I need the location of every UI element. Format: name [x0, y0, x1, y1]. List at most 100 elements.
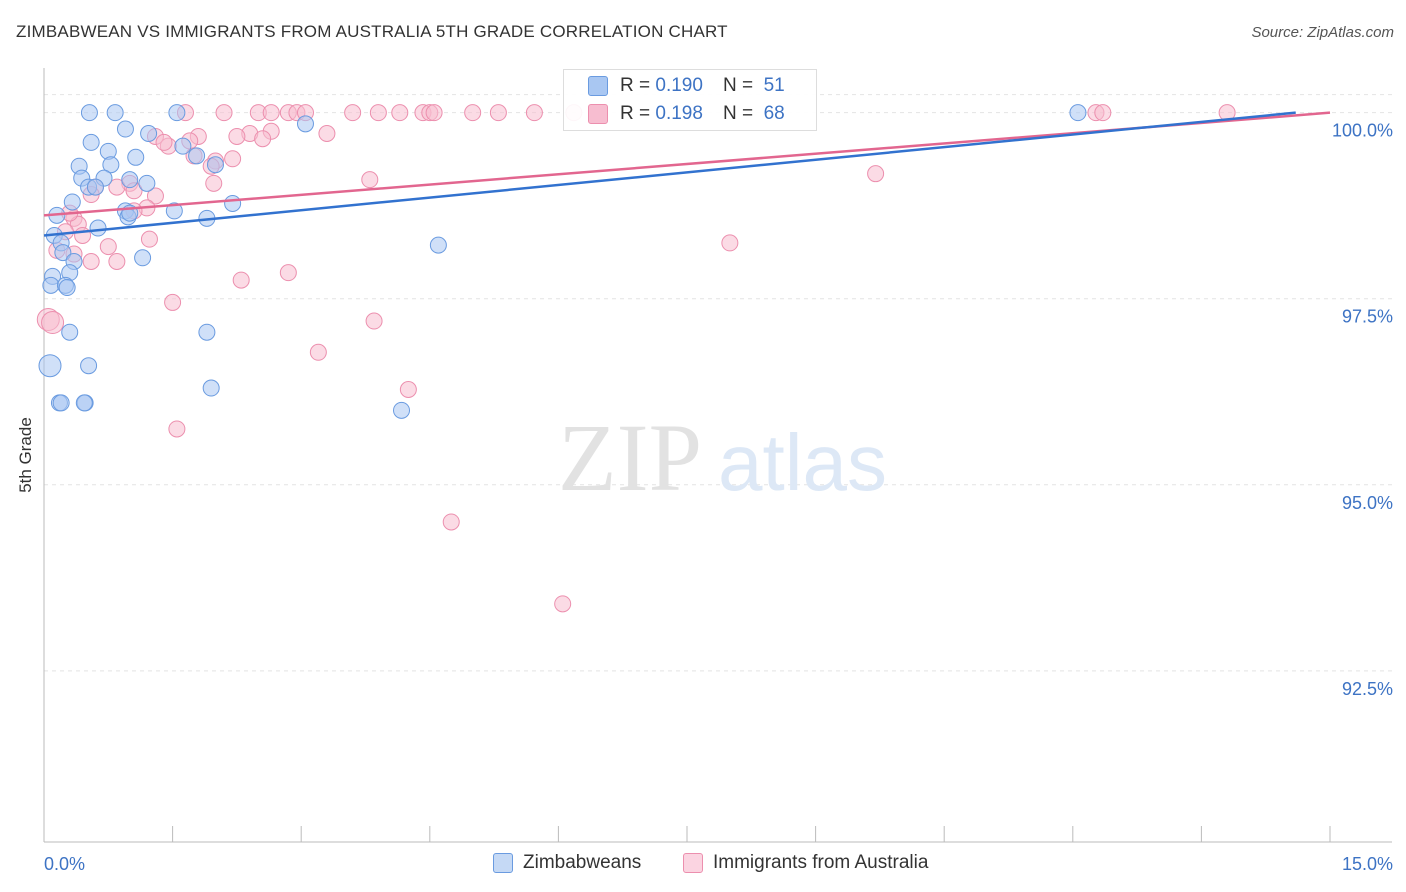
point-immigrants-australia	[232, 271, 250, 289]
legend-swatch-zimbabweans	[588, 76, 608, 96]
source-label: Source: ZipAtlas.com	[1251, 24, 1394, 41]
point-immigrants-australia	[108, 253, 126, 270]
tick-labels: 100.0% 97.5% 95.0% 92.5% 0.0% 15.0%	[44, 121, 1393, 874]
x-tick-label: 0.0%	[44, 854, 85, 874]
legend-r-label: R =	[620, 75, 651, 96]
point-immigrants-australia	[108, 178, 126, 196]
point-immigrants-australia	[464, 104, 482, 122]
point-immigrants-australia	[228, 127, 246, 145]
point-immigrants-australia	[224, 150, 242, 168]
point-zimbabweans	[89, 219, 107, 237]
watermark-atlas: atlas	[718, 418, 887, 507]
bottom-legend-zimbabweans: Zimbabweans	[493, 852, 641, 874]
legend-r-label: R =	[620, 103, 651, 124]
point-immigrants-australia	[318, 124, 336, 142]
point-immigrants-australia	[309, 343, 327, 361]
bottom-legend-label: Zimbabweans	[523, 852, 642, 873]
point-zimbabweans	[116, 120, 134, 138]
point-zimbabweans	[58, 279, 76, 297]
point-immigrants-australia	[525, 104, 543, 122]
legend-r-value: 0.198	[655, 103, 703, 124]
x-tick-label: 15.0%	[1342, 854, 1393, 874]
point-immigrants-australia	[168, 420, 186, 438]
correlation-legend: R = 0.190 N = 51 R = 0.198 N = 68	[563, 69, 817, 131]
point-zimbabweans	[296, 115, 314, 133]
point-zimbabweans	[1069, 104, 1087, 122]
point-zimbabweans	[393, 401, 411, 419]
point-zimbabweans	[429, 236, 447, 254]
y-tick-label: 97.5%	[1342, 307, 1393, 327]
point-zimbabweans	[63, 193, 81, 211]
point-immigrants-australia	[391, 104, 409, 122]
point-immigrants-australia	[442, 513, 460, 531]
point-zimbabweans	[80, 104, 98, 122]
y-tick-label: 100.0%	[1332, 121, 1393, 141]
legend-n-value: 68	[763, 103, 785, 124]
point-immigrants-australia	[74, 226, 92, 244]
trend-lines	[43, 111, 1331, 237]
point-zimbabweans	[206, 156, 224, 174]
legend-swatch-immigrants-australia	[588, 104, 608, 124]
legend-n-value: 51	[763, 75, 785, 96]
point-zimbabweans	[168, 104, 186, 122]
point-immigrants-australia	[399, 381, 417, 399]
point-zimbabweans	[134, 249, 152, 267]
point-zimbabweans	[127, 148, 145, 166]
bottom-legend-swatch-immigrants-australia	[683, 853, 703, 873]
point-zimbabweans	[138, 174, 156, 192]
watermark-zip: ZIP	[558, 404, 702, 511]
point-immigrants-australia	[254, 130, 272, 148]
point-zimbabweans	[174, 137, 192, 155]
point-zimbabweans	[198, 323, 216, 341]
point-zimbabweans	[121, 171, 139, 189]
point-zimbabweans	[38, 354, 62, 378]
point-immigrants-australia	[41, 311, 65, 335]
watermark: ZIP atlas	[558, 404, 887, 511]
point-zimbabweans	[82, 133, 100, 151]
point-immigrants-australia	[164, 293, 182, 311]
bottom-legend-label: Immigrants from Australia	[713, 852, 929, 873]
point-immigrants-australia	[205, 174, 223, 192]
point-immigrants-australia	[146, 187, 164, 205]
point-immigrants-australia	[262, 104, 280, 122]
point-immigrants-australia	[344, 104, 362, 122]
point-immigrants-australia	[82, 253, 100, 270]
point-immigrants-australia	[489, 104, 507, 122]
point-immigrants-australia	[721, 234, 739, 252]
series-zimbabweans-points	[38, 104, 1087, 419]
bottom-legend-swatch-zimbabweans	[493, 853, 513, 873]
point-immigrants-australia	[140, 230, 158, 248]
point-zimbabweans	[140, 124, 158, 142]
point-zimbabweans	[224, 194, 242, 212]
point-zimbabweans	[42, 276, 60, 294]
point-zimbabweans	[80, 357, 98, 375]
bottom-legend: Zimbabweans Immigrants from Australia	[0, 852, 1406, 876]
point-zimbabweans	[188, 147, 206, 165]
point-immigrants-australia	[867, 165, 885, 183]
point-immigrants-australia	[99, 238, 117, 256]
point-zimbabweans	[165, 202, 183, 220]
legend-n-label: N =	[722, 103, 754, 124]
point-immigrants-australia	[1094, 104, 1112, 122]
legend-row-zimbabweans: R = 0.190 N = 51	[588, 75, 785, 97]
point-zimbabweans	[86, 178, 104, 196]
y-tick-label: 92.5%	[1342, 679, 1393, 699]
legend-n-label: N =	[722, 75, 754, 96]
series-immigrants-australia-points	[36, 104, 1236, 613]
chart-title: ZIMBABWEAN VS IMMIGRANTS FROM AUSTRALIA …	[16, 22, 728, 41]
point-zimbabweans	[202, 379, 220, 397]
point-immigrants-australia	[155, 133, 173, 151]
y-tick-label: 95.0%	[1342, 493, 1393, 513]
bottom-legend-immigrants-australia: Immigrants from Australia	[683, 852, 928, 874]
point-zimbabweans	[75, 394, 93, 412]
axes	[43, 68, 1392, 843]
point-zimbabweans	[102, 156, 120, 174]
trend-line-zimbabweans	[43, 111, 1296, 237]
point-zimbabweans	[61, 323, 79, 341]
legend-row-immigrants-australia: R = 0.198 N = 68	[588, 103, 785, 125]
point-zimbabweans	[52, 394, 70, 412]
grid-lines	[44, 94, 1392, 672]
point-immigrants-australia	[361, 171, 379, 189]
legend-r-value: 0.190	[655, 75, 703, 96]
point-zimbabweans	[54, 244, 72, 262]
